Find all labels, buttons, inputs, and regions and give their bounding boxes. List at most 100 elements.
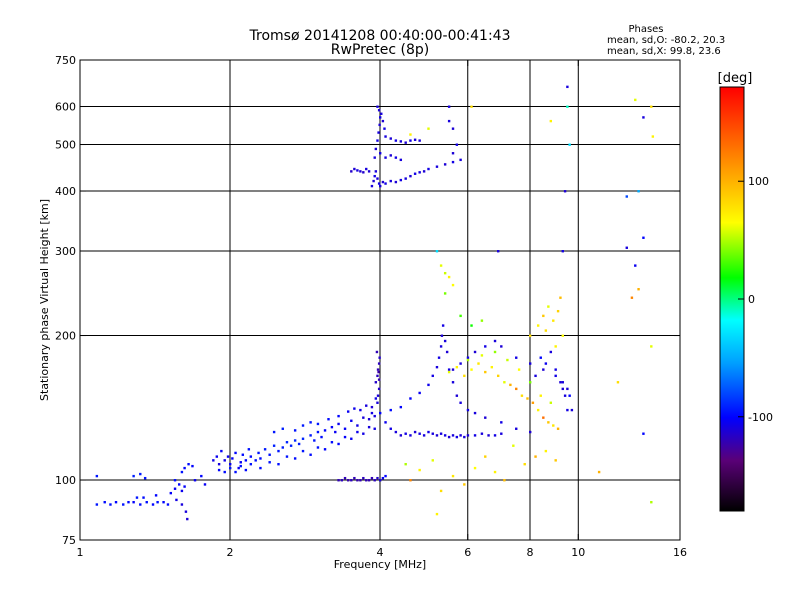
- data-point: [177, 483, 181, 486]
- data-point: [356, 430, 359, 434]
- data-point: [373, 156, 376, 159]
- data-point: [437, 356, 441, 359]
- data-point: [542, 314, 545, 318]
- data-point: [293, 429, 297, 432]
- data-point: [186, 517, 189, 521]
- data-point: [561, 381, 564, 384]
- data-point: [523, 462, 526, 466]
- data-point: [376, 401, 379, 404]
- data-point: [480, 319, 484, 322]
- data-point: [512, 444, 515, 447]
- data-point: [313, 439, 316, 442]
- data-point: [367, 418, 371, 421]
- data-point: [409, 133, 412, 136]
- data-point: [254, 459, 257, 462]
- y-tick-label: 750: [55, 54, 76, 67]
- data-point: [536, 408, 540, 412]
- data-point: [173, 479, 177, 482]
- data-point: [466, 358, 470, 362]
- data-point: [350, 419, 353, 422]
- data-point: [404, 432, 407, 435]
- data-point: [439, 432, 443, 435]
- data-point: [418, 391, 421, 395]
- data-point: [455, 394, 459, 397]
- data-point: [463, 435, 466, 439]
- data-point: [427, 127, 430, 130]
- data-point: [447, 370, 451, 374]
- data-point: [309, 453, 312, 456]
- data-point: [563, 190, 567, 193]
- data-point: [359, 479, 362, 482]
- data-point: [445, 350, 449, 354]
- data-point: [377, 378, 381, 381]
- data-point: [568, 143, 571, 146]
- data-point: [223, 470, 226, 474]
- data-point: [374, 170, 378, 173]
- data-point: [301, 424, 305, 427]
- data-point: [277, 462, 280, 466]
- data-point: [451, 127, 455, 130]
- data-point: [257, 451, 260, 455]
- data-point: [343, 427, 347, 430]
- data-point: [443, 434, 447, 437]
- data-point: [459, 434, 462, 437]
- data-point: [229, 466, 232, 470]
- data-point: [441, 324, 445, 327]
- x-axis-label: Frequency [MHz]: [334, 558, 426, 571]
- data-point: [356, 169, 359, 172]
- data-point: [455, 435, 459, 439]
- data-point: [427, 167, 430, 171]
- data-point: [500, 421, 503, 424]
- y-tick-label: 500: [55, 139, 76, 152]
- data-point: [272, 444, 276, 447]
- data-point: [373, 479, 376, 482]
- data-point: [515, 387, 518, 391]
- chart-title: Tromsø 20141208 00:40:00-00:41:43: [249, 28, 511, 44]
- data-point: [285, 441, 289, 444]
- data-point: [103, 500, 106, 504]
- data-point: [175, 498, 178, 502]
- data-point: [378, 123, 381, 127]
- data-point: [384, 156, 387, 159]
- data-point: [447, 119, 451, 123]
- data-point: [473, 466, 477, 470]
- data-point: [365, 479, 368, 482]
- data-point: [377, 182, 381, 185]
- data-point: [362, 432, 365, 435]
- data-point: [379, 152, 382, 155]
- data-point: [650, 105, 653, 108]
- data-point: [193, 479, 197, 482]
- data-point: [563, 394, 567, 397]
- data-point: [566, 387, 569, 391]
- data-point: [459, 158, 462, 162]
- data-point: [156, 500, 159, 504]
- data-point: [506, 358, 509, 362]
- data-point: [568, 394, 571, 397]
- data-point: [480, 432, 484, 435]
- data-point: [552, 424, 555, 427]
- data-point: [409, 139, 412, 142]
- data-point: [217, 468, 221, 472]
- data-point: [346, 479, 350, 482]
- data-point: [399, 178, 403, 182]
- data-point: [630, 296, 634, 299]
- data-point: [343, 476, 347, 480]
- data-point: [379, 479, 382, 482]
- data-point: [435, 250, 439, 253]
- data-point: [531, 401, 535, 404]
- data-point: [529, 430, 532, 434]
- data-point: [376, 476, 379, 480]
- data-point: [122, 503, 125, 506]
- data-point: [356, 424, 359, 427]
- data-point: [427, 383, 430, 387]
- data-point: [404, 177, 407, 180]
- data-point: [439, 264, 443, 267]
- data-point: [316, 422, 320, 426]
- data-point: [244, 459, 248, 462]
- y-tick-label: 200: [55, 330, 76, 343]
- data-point: [127, 500, 130, 504]
- data-point: [217, 462, 221, 466]
- data-point: [493, 350, 497, 354]
- data-point: [637, 190, 640, 193]
- data-point: [451, 474, 455, 478]
